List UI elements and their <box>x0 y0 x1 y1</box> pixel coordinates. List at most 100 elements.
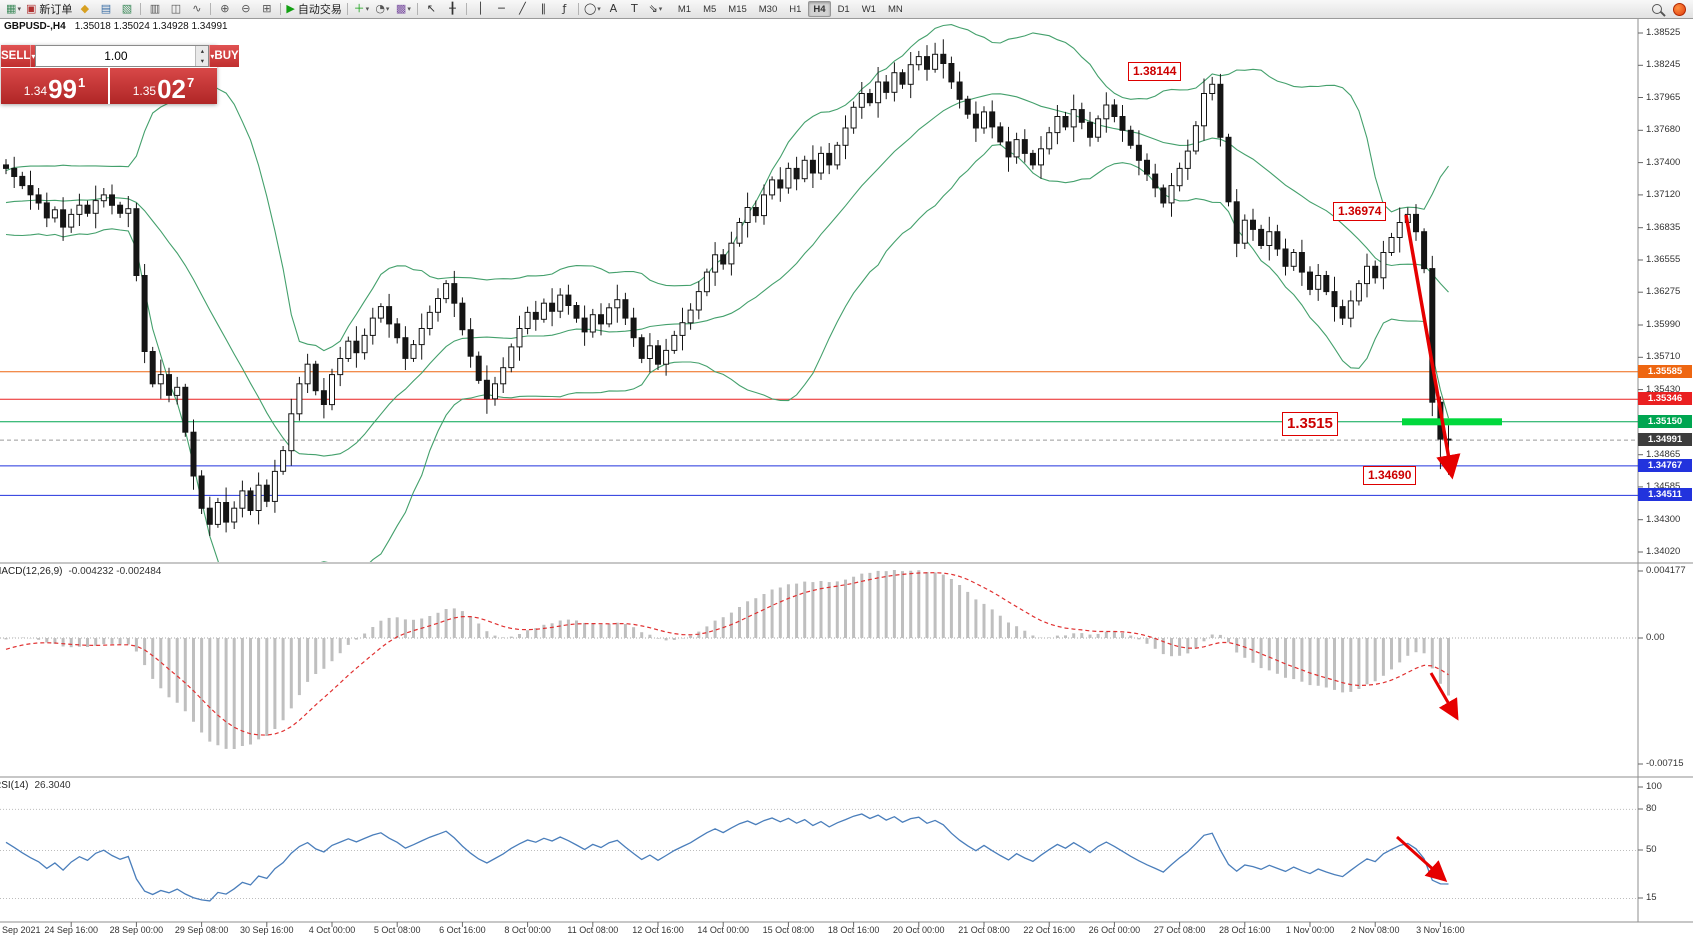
text-button[interactable]: A <box>603 1 624 17</box>
price-tick-label: 1.37400 <box>1646 156 1681 168</box>
support-line-1-price-tag: 1.34767 <box>1638 458 1692 472</box>
sell-options-dropdown[interactable]: ▾ <box>30 45 36 67</box>
volume-decrease-button[interactable]: ▾ <box>196 56 209 66</box>
community-icon: ◆ <box>80 2 90 15</box>
buy-button[interactable]: BUY <box>214 45 239 67</box>
navigator-button[interactable]: ▧ <box>116 1 137 17</box>
macd-scale-label: 0.00 <box>1646 632 1665 643</box>
toolbar-separator <box>465 3 467 15</box>
time-axis-label: 12 Oct 16:00 <box>632 925 684 935</box>
trade-panel-price-row: 1.34 99 1 1.35 02 7 <box>1 68 217 104</box>
text-label-icon: T <box>631 2 638 15</box>
rsi-name: RSI(14) <box>0 780 29 791</box>
time-axis-label: 20 Oct 00:00 <box>893 925 945 935</box>
sell-price-pipette: 1 <box>78 75 86 90</box>
market-watch-button[interactable]: ▤ <box>95 1 116 17</box>
time-axis[interactable]: Sep 2021 24 Sep 16:00 28 Sep 00:00 29 Sep 0… <box>0 923 1638 940</box>
time-axis-label: 3 Nov 16:00 <box>1416 925 1465 935</box>
vertical-line-button[interactable]: │ <box>470 1 491 17</box>
autotrade-button[interactable]: ▶ 自动交易 <box>284 1 343 17</box>
macd-values: -0.004232 -0.002484 <box>68 566 162 577</box>
channel-button[interactable]: ∥ <box>533 1 554 17</box>
price-tick-label: 1.36275 <box>1646 286 1681 298</box>
horizontal-line-button[interactable]: ─ <box>491 1 512 17</box>
text-label-button[interactable]: T <box>624 1 645 17</box>
timeframe-w1-button[interactable]: W1 <box>861 3 876 15</box>
chart-bars-button[interactable]: ▥ <box>144 1 165 17</box>
timeframe-m15-button[interactable]: M15 <box>728 3 747 15</box>
timeframe-mn-button[interactable]: MN <box>887 3 903 15</box>
fibonacci-button[interactable]: ƒ <box>554 1 575 17</box>
toolbar-separator <box>140 3 142 15</box>
community-button[interactable]: ◆ <box>74 1 95 17</box>
price-scale[interactable]: 1.38525 1.38245 1.37965 1.37680 1.37400 1.371… <box>1638 18 1693 922</box>
shapes-button[interactable]: ◯ ▾ <box>582 1 603 17</box>
timeframe-m30-button[interactable]: M30 <box>758 3 778 15</box>
zoom-out-button[interactable]: ⊖ <box>235 1 256 17</box>
resistance-line-1-price-tag: 1.35585 <box>1638 364 1692 378</box>
sell-price-button[interactable]: 1.34 99 1 <box>1 68 108 104</box>
price-tick-label: 1.37965 <box>1646 91 1681 103</box>
new-order-button[interactable]: ▣ 新订单 <box>24 1 74 17</box>
crosshair-button[interactable]: ╂ <box>442 1 463 17</box>
price-tick-label: 1.37680 <box>1646 124 1681 136</box>
price-tick-label: 1.34020 <box>1646 546 1681 557</box>
arrows-button[interactable]: ⇘ ▾ <box>645 1 666 17</box>
time-axis-label: 18 Oct 16:00 <box>827 925 880 935</box>
templates-button[interactable]: ▩ ▾ <box>393 1 414 17</box>
search-icon <box>1651 4 1662 14</box>
trendline-button[interactable]: ╱ <box>512 1 533 17</box>
sell-button[interactable]: SELL <box>1 45 31 67</box>
chart-candles-icon: ◫ <box>170 2 182 15</box>
rsi-scale-label: 50 <box>1646 844 1657 855</box>
price-tick-label: 1.38525 <box>1646 27 1681 38</box>
buy-price-big: 02 <box>157 74 187 104</box>
new-chart-button[interactable]: ▦ ▾ <box>3 1 24 17</box>
add-indicator-button[interactable]: ＋ ▾ <box>351 1 372 17</box>
timeframe-m5-button[interactable]: M5 <box>703 3 717 15</box>
timeframe-m1-button[interactable]: M1 <box>677 3 692 15</box>
buy-price-pipette: 7 <box>187 75 195 90</box>
macd-name: MACD(12,26,9) <box>0 566 63 577</box>
cursor-icon: ↖ <box>426 2 436 15</box>
rsi-scale-label: 15 <box>1646 892 1657 903</box>
ohlc-values: 1.35018 1.35024 1.34928 1.34991 <box>74 21 228 32</box>
zoom-in-button[interactable]: ⊕ <box>214 1 235 17</box>
buy-price-button[interactable]: 1.35 02 7 <box>110 68 217 104</box>
toolbar-separator <box>280 3 282 15</box>
timeframe-d1-button[interactable]: D1 <box>837 3 850 15</box>
support-line-2-price-tag: 1.34511 <box>1638 488 1692 502</box>
periods-button[interactable]: ◔ ▾ <box>372 1 393 17</box>
tile-windows-button[interactable]: ⊞ <box>256 1 277 17</box>
time-axis-label: 30 Sep 16:00 <box>240 925 294 935</box>
crosshair-icon: ╂ <box>449 2 456 15</box>
time-axis-label: 2 Nov 08:00 <box>1350 925 1400 935</box>
toolbar-groups: ▦ ▾ ▣ 新订单 ◆ ▤ ▧ ▥ ◫ ∿ ⊕ ⊖ ⊞ ▶ 自动交易 ＋ ▾ ◔ ▾ ▩ ▾ ↖ ╂ │ ─ ╱ ∥ ƒ ◯ ▾ A T ⇘ ▾ <box>3 1 666 17</box>
time-axis-label: 1 Nov 00:00 <box>1285 925 1335 935</box>
time-axis-label: 5 Oct 08:00 <box>373 925 421 935</box>
timeframe-h4-button[interactable]: H4 <box>808 1 831 17</box>
trendline-icon: ╱ <box>519 2 526 15</box>
volume-increase-button[interactable]: ▴ <box>196 46 209 56</box>
buy-options-dropdown[interactable]: ▾ <box>209 45 215 67</box>
time-axis-label: 21 Oct 08:00 <box>958 925 1010 935</box>
key-level-line-price-tag: 1.35150 <box>1638 414 1692 428</box>
search-button[interactable] <box>1646 1 1667 17</box>
timeframe-h1-button[interactable]: H1 <box>789 3 802 15</box>
time-axis-label: 28 Oct 16:00 <box>1219 925 1271 935</box>
chart-candles-button[interactable]: ◫ <box>165 1 186 17</box>
price-callout-label: 1.3515 <box>1282 412 1338 436</box>
rsi-indicator-label: RSI(14) 26.3040 <box>0 780 71 791</box>
toolbar-separator <box>416 3 418 15</box>
cursor-button[interactable]: ↖ <box>421 1 442 17</box>
periods-icon: ◔ <box>375 2 385 15</box>
toolbar-separator <box>346 3 348 15</box>
volume-input[interactable] <box>36 46 196 66</box>
zoom-in-icon: ⊕ <box>220 2 230 15</box>
chart-line-button[interactable]: ∿ <box>186 1 207 17</box>
time-axis-label: 26 Oct 00:00 <box>1088 925 1141 935</box>
price-tick-label: 1.38245 <box>1646 59 1681 71</box>
notification-icon[interactable] <box>1673 2 1686 16</box>
